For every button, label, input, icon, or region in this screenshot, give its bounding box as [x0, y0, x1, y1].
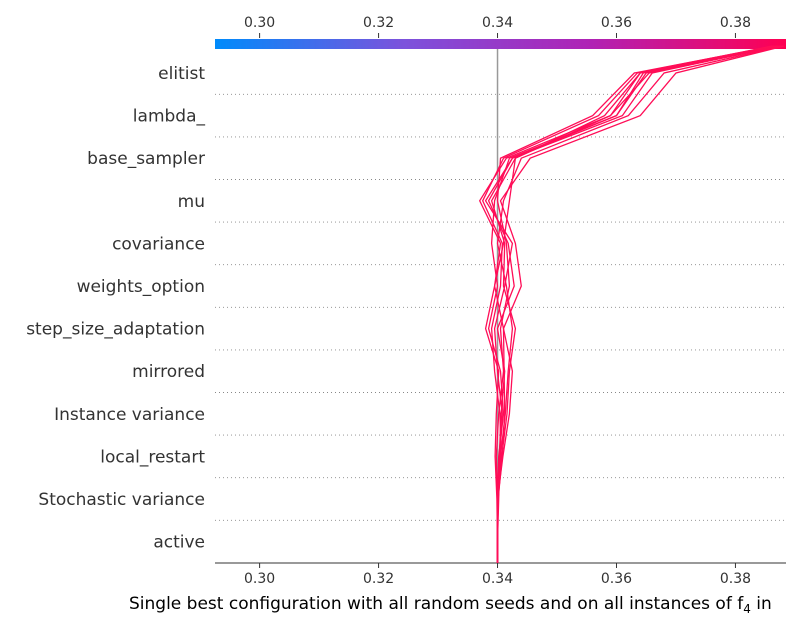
top-tick-label: 0.30 — [244, 15, 275, 31]
feature-label: mirrored — [132, 362, 205, 382]
top-tick-label: 0.38 — [720, 15, 751, 31]
feature-label: step_size_adaptation — [26, 320, 205, 340]
decision-line — [481, 45, 773, 563]
decision-line — [496, 45, 784, 563]
decision-line — [493, 45, 778, 563]
feature-label: weights_option — [77, 277, 205, 297]
bottom-tick-label: 0.34 — [482, 571, 513, 587]
bottom-tick-label: 0.32 — [363, 571, 394, 587]
decision-line — [478, 45, 782, 563]
x-axis-label-main: Single best configuration with all rando… — [129, 594, 744, 614]
decision-line — [495, 45, 775, 563]
decision-line — [487, 45, 778, 563]
feature-label: covariance — [112, 234, 205, 254]
feature-label: Stochastic variance — [38, 490, 205, 510]
bottom-tick-label: 0.36 — [601, 571, 632, 587]
top-tick-label: 0.32 — [363, 15, 394, 31]
colorbar — [215, 39, 786, 49]
decision-line — [487, 45, 781, 563]
top-tick-label: 0.34 — [482, 15, 513, 31]
x-axis-label-subscript: 4 — [743, 602, 751, 616]
decision-line — [490, 45, 777, 563]
top-tick-label: 0.36 — [601, 15, 632, 31]
top-tick-labels: 0.30 0.32 0.34 0.36 0.38 — [244, 15, 751, 38]
decision-lines — [478, 45, 785, 563]
feature-label: mu — [178, 192, 205, 212]
bottom-tick-label: 0.38 — [720, 571, 751, 587]
bottom-tick-label: 0.30 — [244, 571, 275, 587]
feature-label: elitist — [158, 64, 205, 84]
feature-label: lambda_ — [133, 107, 206, 127]
bottom-tick-labels: 0.30 0.32 0.34 0.36 0.38 — [244, 563, 751, 587]
feature-label: local_restart — [100, 447, 205, 467]
x-axis-label-tail: in — [751, 594, 772, 614]
x-axis-label: Single best configuration with all rando… — [129, 594, 772, 616]
feature-label: Instance variance — [54, 405, 205, 425]
feature-label: active — [153, 533, 205, 553]
feature-label: base_sampler — [87, 149, 205, 169]
decision-line — [484, 45, 779, 563]
decision-line — [496, 45, 785, 563]
